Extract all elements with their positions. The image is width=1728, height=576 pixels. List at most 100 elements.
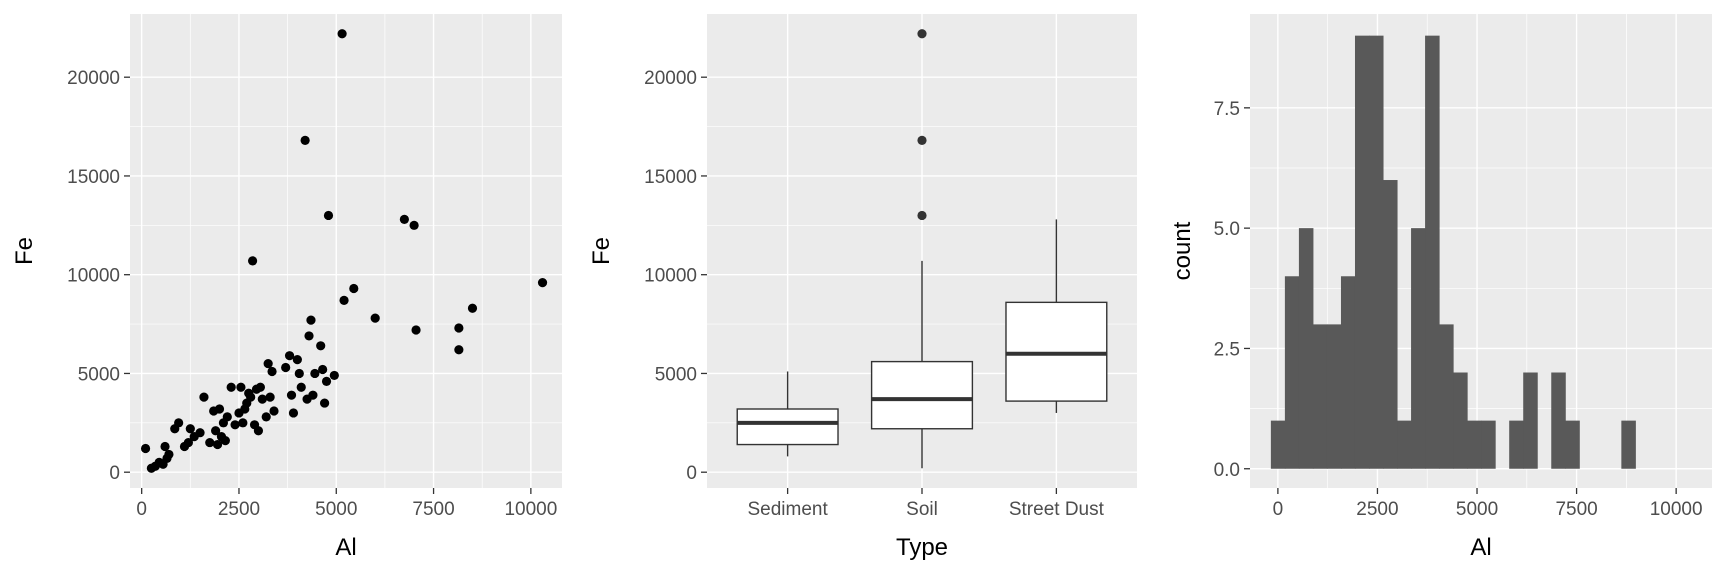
- scatter-point: [370, 313, 380, 323]
- scatter-point: [214, 404, 225, 414]
- scatter-y-tick-label: 10000: [67, 266, 120, 287]
- scatter-points: [140, 29, 548, 473]
- histogram-bars: [1270, 35, 1636, 469]
- scatter-point: [339, 295, 349, 305]
- histogram-y-axis-title: count: [1169, 221, 1196, 280]
- scatter-point: [300, 135, 310, 145]
- histogram-y-tick-label: 5.0: [1214, 219, 1240, 240]
- histogram-bar: [1425, 35, 1440, 469]
- histogram-bar: [1439, 324, 1454, 469]
- scatter-point: [236, 382, 246, 392]
- scatter-point: [174, 418, 184, 428]
- histogram-panel: 0.0 2.5 5.0 7.5 0 2500 5000 7500 10000 Al count: [1169, 14, 1712, 561]
- scatter-point: [454, 345, 464, 355]
- scatter-point: [199, 392, 209, 402]
- scatter-point: [294, 368, 304, 379]
- scatter-point: [411, 325, 421, 335]
- scatter-point: [349, 283, 359, 294]
- boxplot-y-tick-label: 0: [686, 463, 697, 484]
- scatter-gridlines: [130, 14, 562, 488]
- scatter-point: [222, 412, 232, 422]
- histogram-bar: [1509, 420, 1524, 469]
- boxplot-outlier-point: [917, 210, 927, 221]
- scatter-point: [238, 418, 248, 428]
- scatter-x-axis-title: Al: [335, 534, 356, 561]
- histogram-bar: [1270, 420, 1286, 469]
- boxplot-y-axis-title: Fe: [588, 237, 615, 265]
- scatter-point: [310, 368, 320, 379]
- boxplot-boxes: [736, 29, 1108, 469]
- scatter-point: [230, 420, 240, 430]
- boxplot-box: [870, 360, 974, 430]
- scatter-point: [160, 441, 170, 452]
- scatter-point: [261, 412, 271, 422]
- scatter-point: [308, 390, 318, 400]
- scatter-point: [183, 437, 193, 448]
- scatter-point: [140, 443, 151, 454]
- histogram-bar: [1340, 276, 1356, 469]
- scatter-point: [185, 424, 195, 434]
- scatter-point: [318, 364, 328, 375]
- histogram-bar: [1621, 420, 1636, 469]
- histogram-bar: [1565, 420, 1580, 469]
- boxplot-axes: 0 5000 10000 15000 20000 Sediment Soil Street D…: [644, 68, 1104, 520]
- boxplot-x-axis-title: Type: [896, 534, 948, 561]
- scatter-y-tick-label: 5000: [78, 364, 120, 385]
- scatter-panel: 0 5000 10000 15000 20000 0 2500 5000 7500 10000 A…: [11, 14, 562, 561]
- scatter-point: [265, 392, 275, 402]
- scatter-point: [467, 303, 478, 313]
- scatter-point: [316, 341, 326, 351]
- histogram-bar: [1523, 372, 1538, 469]
- histogram-y-tick-label: 0.0: [1214, 460, 1240, 481]
- boxplot-x-tick-label: Sediment: [747, 499, 828, 520]
- scatter-point: [255, 382, 265, 392]
- boxplot-box: [736, 408, 839, 446]
- boxplot-x-tick-label: Soil: [906, 499, 938, 520]
- scatter-x-tick-label: 2500: [218, 499, 260, 520]
- histogram-bar: [1369, 35, 1384, 469]
- histogram-y-tick-label: 7.5: [1214, 99, 1240, 120]
- histogram-x-tick-label: 5000: [1456, 499, 1498, 520]
- histogram-bar: [1467, 420, 1482, 469]
- boxplot-outlier-point: [917, 135, 927, 145]
- histogram-bar: [1551, 372, 1566, 469]
- scatter-plot-background: [130, 14, 562, 488]
- boxplot-x-tick-label: Street Dust: [1009, 499, 1105, 520]
- histogram-bar: [1453, 372, 1468, 469]
- scatter-point: [246, 392, 256, 402]
- scatter-point: [323, 210, 334, 221]
- histogram-bar: [1411, 228, 1426, 469]
- scatter-x-tick-label: 10000: [504, 499, 557, 520]
- histogram-bar: [1481, 420, 1496, 469]
- scatter-point: [211, 426, 221, 436]
- scatter-point: [253, 426, 264, 436]
- histogram-bar: [1383, 180, 1398, 469]
- scatter-point: [284, 351, 295, 361]
- scatter-point: [281, 362, 291, 373]
- scatter-x-tick-label: 5000: [315, 499, 357, 520]
- boxplot-panel: 0 5000 10000 15000 20000 Sediment Soil Street D…: [588, 14, 1137, 561]
- scatter-point: [399, 214, 409, 224]
- scatter-point: [337, 29, 347, 39]
- histogram-bar: [1354, 35, 1370, 469]
- scatter-point: [164, 449, 174, 460]
- boxplot-y-tick-label: 15000: [644, 167, 697, 188]
- scatter-x-tick-label: 7500: [412, 499, 454, 520]
- histogram-x-tick-label: 0: [1273, 499, 1284, 520]
- histogram-bar: [1312, 324, 1328, 469]
- scatter-point: [286, 390, 297, 400]
- scatter-point: [304, 331, 314, 341]
- boxplot-y-tick-label: 5000: [655, 364, 697, 385]
- scatter-point: [292, 355, 302, 365]
- histogram-x-axis-title: Al: [1470, 534, 1491, 561]
- scatter-y-axis-title: Fe: [11, 237, 38, 265]
- scatter-point: [454, 323, 464, 333]
- scatter-y-tick-label: 0: [109, 463, 120, 484]
- scatter-y-tick-label: 15000: [67, 167, 120, 188]
- scatter-point: [321, 376, 332, 386]
- scatter-point: [226, 382, 236, 392]
- scatter-point: [195, 428, 205, 438]
- scatter-point: [319, 398, 330, 408]
- scatter-point: [220, 436, 230, 446]
